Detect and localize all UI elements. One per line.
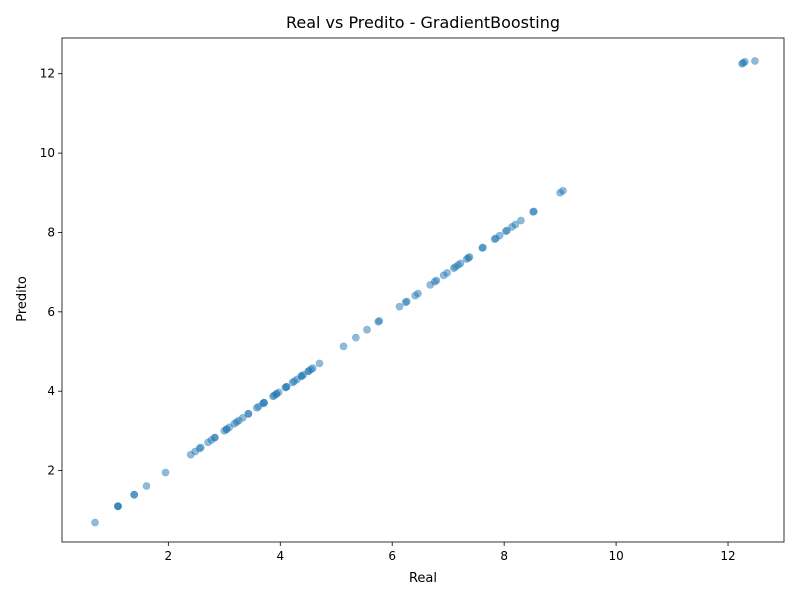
data-point xyxy=(363,325,371,334)
x-tick-label: 8 xyxy=(500,549,508,563)
y-axis-label: Predito xyxy=(15,276,30,322)
data-point xyxy=(210,433,219,442)
data-point xyxy=(260,398,268,407)
y-axis: 2 4 6 8 10 12 xyxy=(40,67,62,478)
data-point xyxy=(495,231,504,240)
x-axis: 2 4 6 8 10 12 xyxy=(165,542,736,563)
data-point xyxy=(395,302,404,311)
data-point xyxy=(740,57,749,66)
x-tick-label: 10 xyxy=(608,549,623,563)
x-axis-label: Real xyxy=(409,571,437,586)
data-point xyxy=(511,220,520,229)
data-point xyxy=(414,289,422,298)
data-point xyxy=(130,490,139,499)
data-point xyxy=(456,259,465,268)
data-point xyxy=(465,253,474,261)
data-point xyxy=(308,364,317,373)
data-point xyxy=(142,482,151,490)
data-point xyxy=(351,333,360,342)
x-tick-label: 12 xyxy=(720,549,735,563)
data-point xyxy=(443,269,451,277)
data-point xyxy=(315,359,324,368)
data-point xyxy=(282,382,291,391)
data-point xyxy=(114,502,122,511)
data-point xyxy=(432,276,441,285)
data-point xyxy=(751,57,759,65)
y-tick-label: 12 xyxy=(40,67,55,81)
data-point xyxy=(559,186,567,195)
data-point xyxy=(375,317,384,325)
data-point xyxy=(225,423,234,432)
data-point xyxy=(402,297,411,306)
data-point xyxy=(244,409,253,418)
x-tick-label: 2 xyxy=(165,549,173,563)
data-point xyxy=(478,243,487,252)
plot-frame xyxy=(61,37,785,543)
data-point xyxy=(503,226,511,235)
data-point xyxy=(91,518,99,527)
x-tick-label: 6 xyxy=(388,549,396,563)
y-tick-label: 10 xyxy=(40,146,55,160)
y-tick-label: 2 xyxy=(47,464,55,478)
y-tick-label: 4 xyxy=(47,384,55,398)
data-point xyxy=(274,388,283,397)
points-layer xyxy=(91,57,759,527)
chart-title: Real vs Predito - GradientBoosting xyxy=(286,13,560,32)
data-point xyxy=(529,207,538,216)
data-point xyxy=(238,413,247,422)
x-tick-label: 4 xyxy=(276,549,284,563)
data-point xyxy=(196,443,205,452)
data-point xyxy=(517,216,525,225)
data-point xyxy=(299,371,308,379)
data-point xyxy=(161,468,170,477)
y-tick-label: 8 xyxy=(47,225,55,239)
data-point xyxy=(339,342,348,351)
y-tick-label: 6 xyxy=(47,305,55,319)
